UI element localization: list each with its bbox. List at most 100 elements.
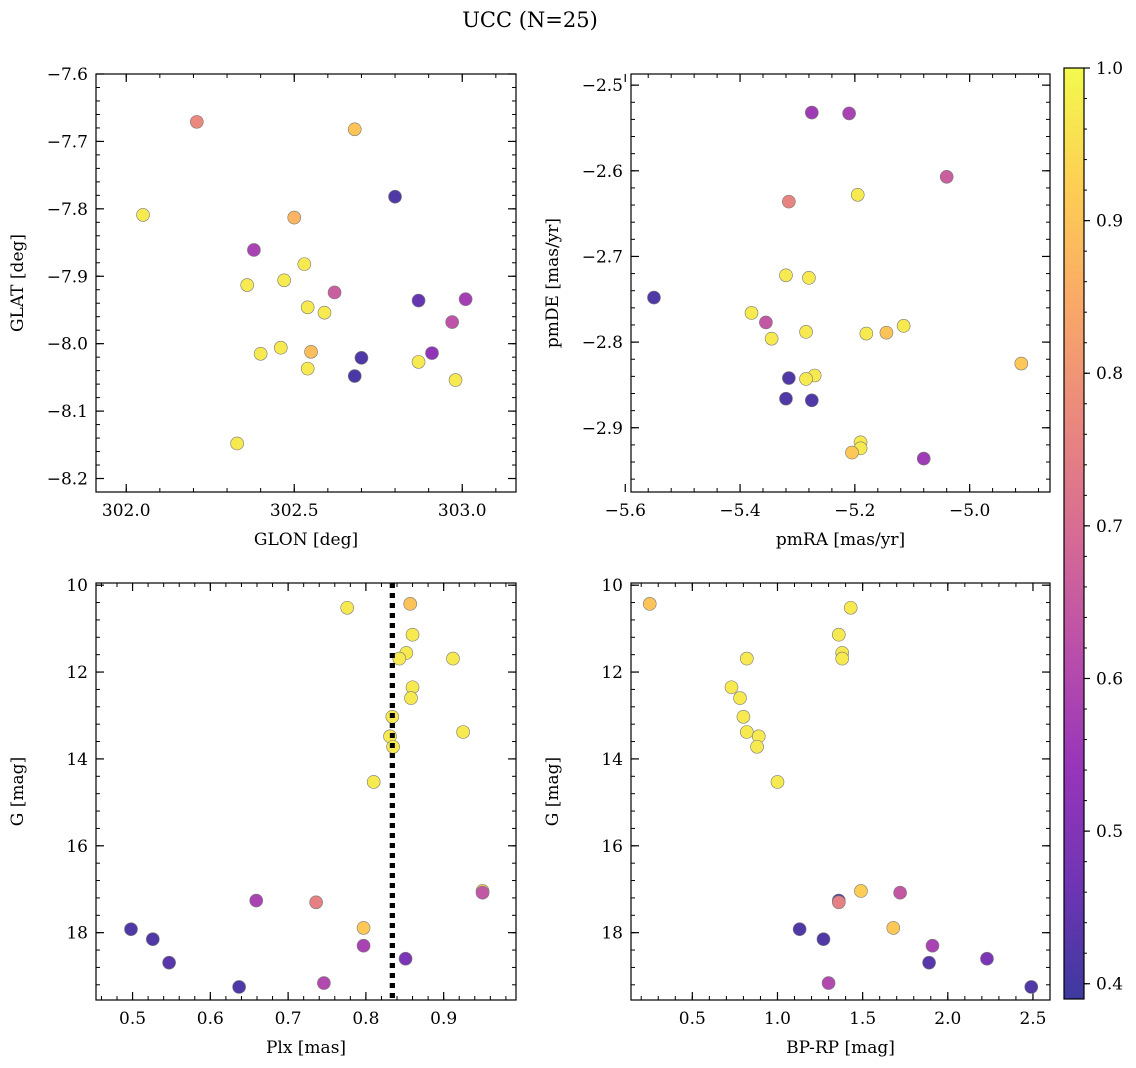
scatter-point	[736, 709, 751, 724]
axes-frame	[630, 73, 1051, 493]
x-tick-label: −5.4	[719, 501, 760, 521]
scatter-point	[287, 210, 302, 225]
y-tick-label: 18	[66, 924, 88, 944]
scatter-point	[850, 187, 865, 202]
panel-bottom-right: 0.5 1.0 1.5 2.0 2.5 10 12 14 16 18 BP-RP [mag] G [m…	[543, 576, 1051, 1058]
scatter-point	[445, 315, 459, 329]
y-tick-label: 18	[601, 924, 623, 944]
x-tick-label: −5.2	[834, 501, 875, 521]
scatter-point	[366, 775, 381, 789]
scatter-point	[859, 326, 874, 341]
x-tick-label: 302.0	[102, 501, 151, 521]
figure-title: UCC (N=25)	[462, 8, 598, 32]
scatter-point	[356, 938, 371, 953]
y-tick-label: 10	[66, 576, 88, 596]
scatter-point	[403, 597, 418, 611]
scatter-point	[1014, 356, 1029, 371]
scatter-point	[190, 115, 204, 129]
scatter-point	[759, 315, 773, 330]
y-tick-label: 14	[601, 750, 623, 770]
scatter-point	[764, 331, 779, 346]
colorbar-tick-label: 0.9	[1096, 212, 1123, 232]
panel-top-left: 302.0 302.5 303.0 −7.6 −7.7 −7.8 −7.9 −8.0 −8.1 −…	[8, 65, 517, 550]
y-tick-label: −8.2	[47, 470, 88, 490]
scatter-point	[448, 373, 463, 387]
scatter-point	[145, 932, 160, 946]
y-tick-label: 12	[66, 663, 88, 683]
scatter-point	[886, 921, 901, 935]
scatter-point	[896, 319, 911, 333]
y-tick-label: −8.1	[47, 402, 88, 422]
scatter-point	[425, 346, 439, 360]
scatter-point	[779, 391, 793, 406]
scatter-point	[939, 169, 954, 184]
x-axis-label: GLON [deg]	[254, 530, 358, 550]
scatter-point	[388, 189, 402, 204]
x-tick-label: −5.0	[949, 501, 990, 521]
colorbar-frame	[1063, 67, 1085, 1000]
x-axis-label: BP-RP [mag]	[786, 1038, 895, 1058]
scatter-point	[304, 344, 318, 359]
y-axis-label: pmDE [mas/yr]	[543, 218, 563, 348]
y-tick-label: −2.8	[582, 333, 623, 353]
x-tick-label: 0.9	[430, 1009, 457, 1029]
y-tick-label: −2.7	[582, 247, 623, 267]
scatter-point	[893, 885, 907, 900]
scatter-point	[845, 445, 859, 460]
scatter-point	[162, 955, 176, 970]
scatter-point	[980, 951, 994, 966]
scatter-point	[309, 895, 323, 910]
x-tick-label: 0.5	[679, 1009, 706, 1029]
scatter-point	[792, 922, 807, 936]
scatter-point	[842, 106, 856, 121]
scatter-point	[136, 208, 150, 222]
scatter-point	[740, 651, 754, 666]
x-tick-label: 302.5	[270, 501, 319, 521]
scatter-point	[724, 680, 739, 695]
scatter-point	[821, 976, 836, 990]
scatter-point	[475, 885, 490, 900]
scatter-point	[854, 884, 868, 898]
y-tick-label: −8.0	[47, 335, 88, 355]
y-tick-label: 14	[66, 750, 88, 770]
axes-frame	[95, 582, 517, 1001]
y-tick-label: −2.5	[582, 76, 623, 96]
x-tick-label: 0.8	[352, 1009, 379, 1029]
y-tick-label: −7.7	[47, 132, 88, 152]
x-tick-label: 0.6	[197, 1009, 224, 1029]
scatter-point	[398, 951, 413, 966]
scatter-point	[404, 691, 418, 705]
scatter-point	[277, 273, 291, 288]
scatter-point	[347, 122, 362, 137]
x-axis-label: pmRA [mas/yr]	[776, 530, 905, 550]
scatter-point	[253, 346, 268, 361]
y-tick-label: −2.9	[582, 419, 623, 439]
panel-bottom-left: 0.5 0.6 0.7 0.8 0.9 10 12 14 16 18 Plx [mas] G [mag…	[8, 576, 517, 1058]
scatter-point	[317, 305, 332, 320]
y-tick-label: −7.6	[47, 65, 88, 85]
x-tick-label: −5.6	[605, 501, 646, 521]
scatter-point	[647, 290, 661, 305]
x-tick-label: 303.0	[438, 501, 487, 521]
scatter-point	[405, 627, 420, 642]
y-tick-label: 16	[66, 837, 88, 857]
scatter-point	[843, 600, 858, 615]
scatter-point	[805, 393, 819, 408]
scatter-point	[456, 725, 470, 739]
scatter-point	[782, 371, 796, 385]
colorbar-gradient	[1064, 68, 1084, 999]
x-tick-label: 1.5	[849, 1009, 876, 1029]
scatter-point	[782, 194, 796, 209]
scatter-point	[249, 893, 264, 908]
scatter-point	[356, 921, 371, 935]
y-tick-label: 12	[601, 663, 623, 683]
scatter-point	[922, 955, 936, 970]
colorbar-tick-label: 0.6	[1096, 669, 1123, 689]
colorbar-tick-label: 0.4	[1096, 975, 1123, 995]
y-axis-label: G [mag]	[543, 757, 563, 826]
panel-top-right: −5.6 −5.4 −5.2 −5.0 −2.5 −2.6 −2.7 −2.8 −2.9 pmRA…	[543, 73, 1051, 550]
scatter-point	[247, 243, 261, 257]
y-tick-label: −2.6	[582, 162, 623, 182]
scatter-point	[317, 976, 331, 990]
